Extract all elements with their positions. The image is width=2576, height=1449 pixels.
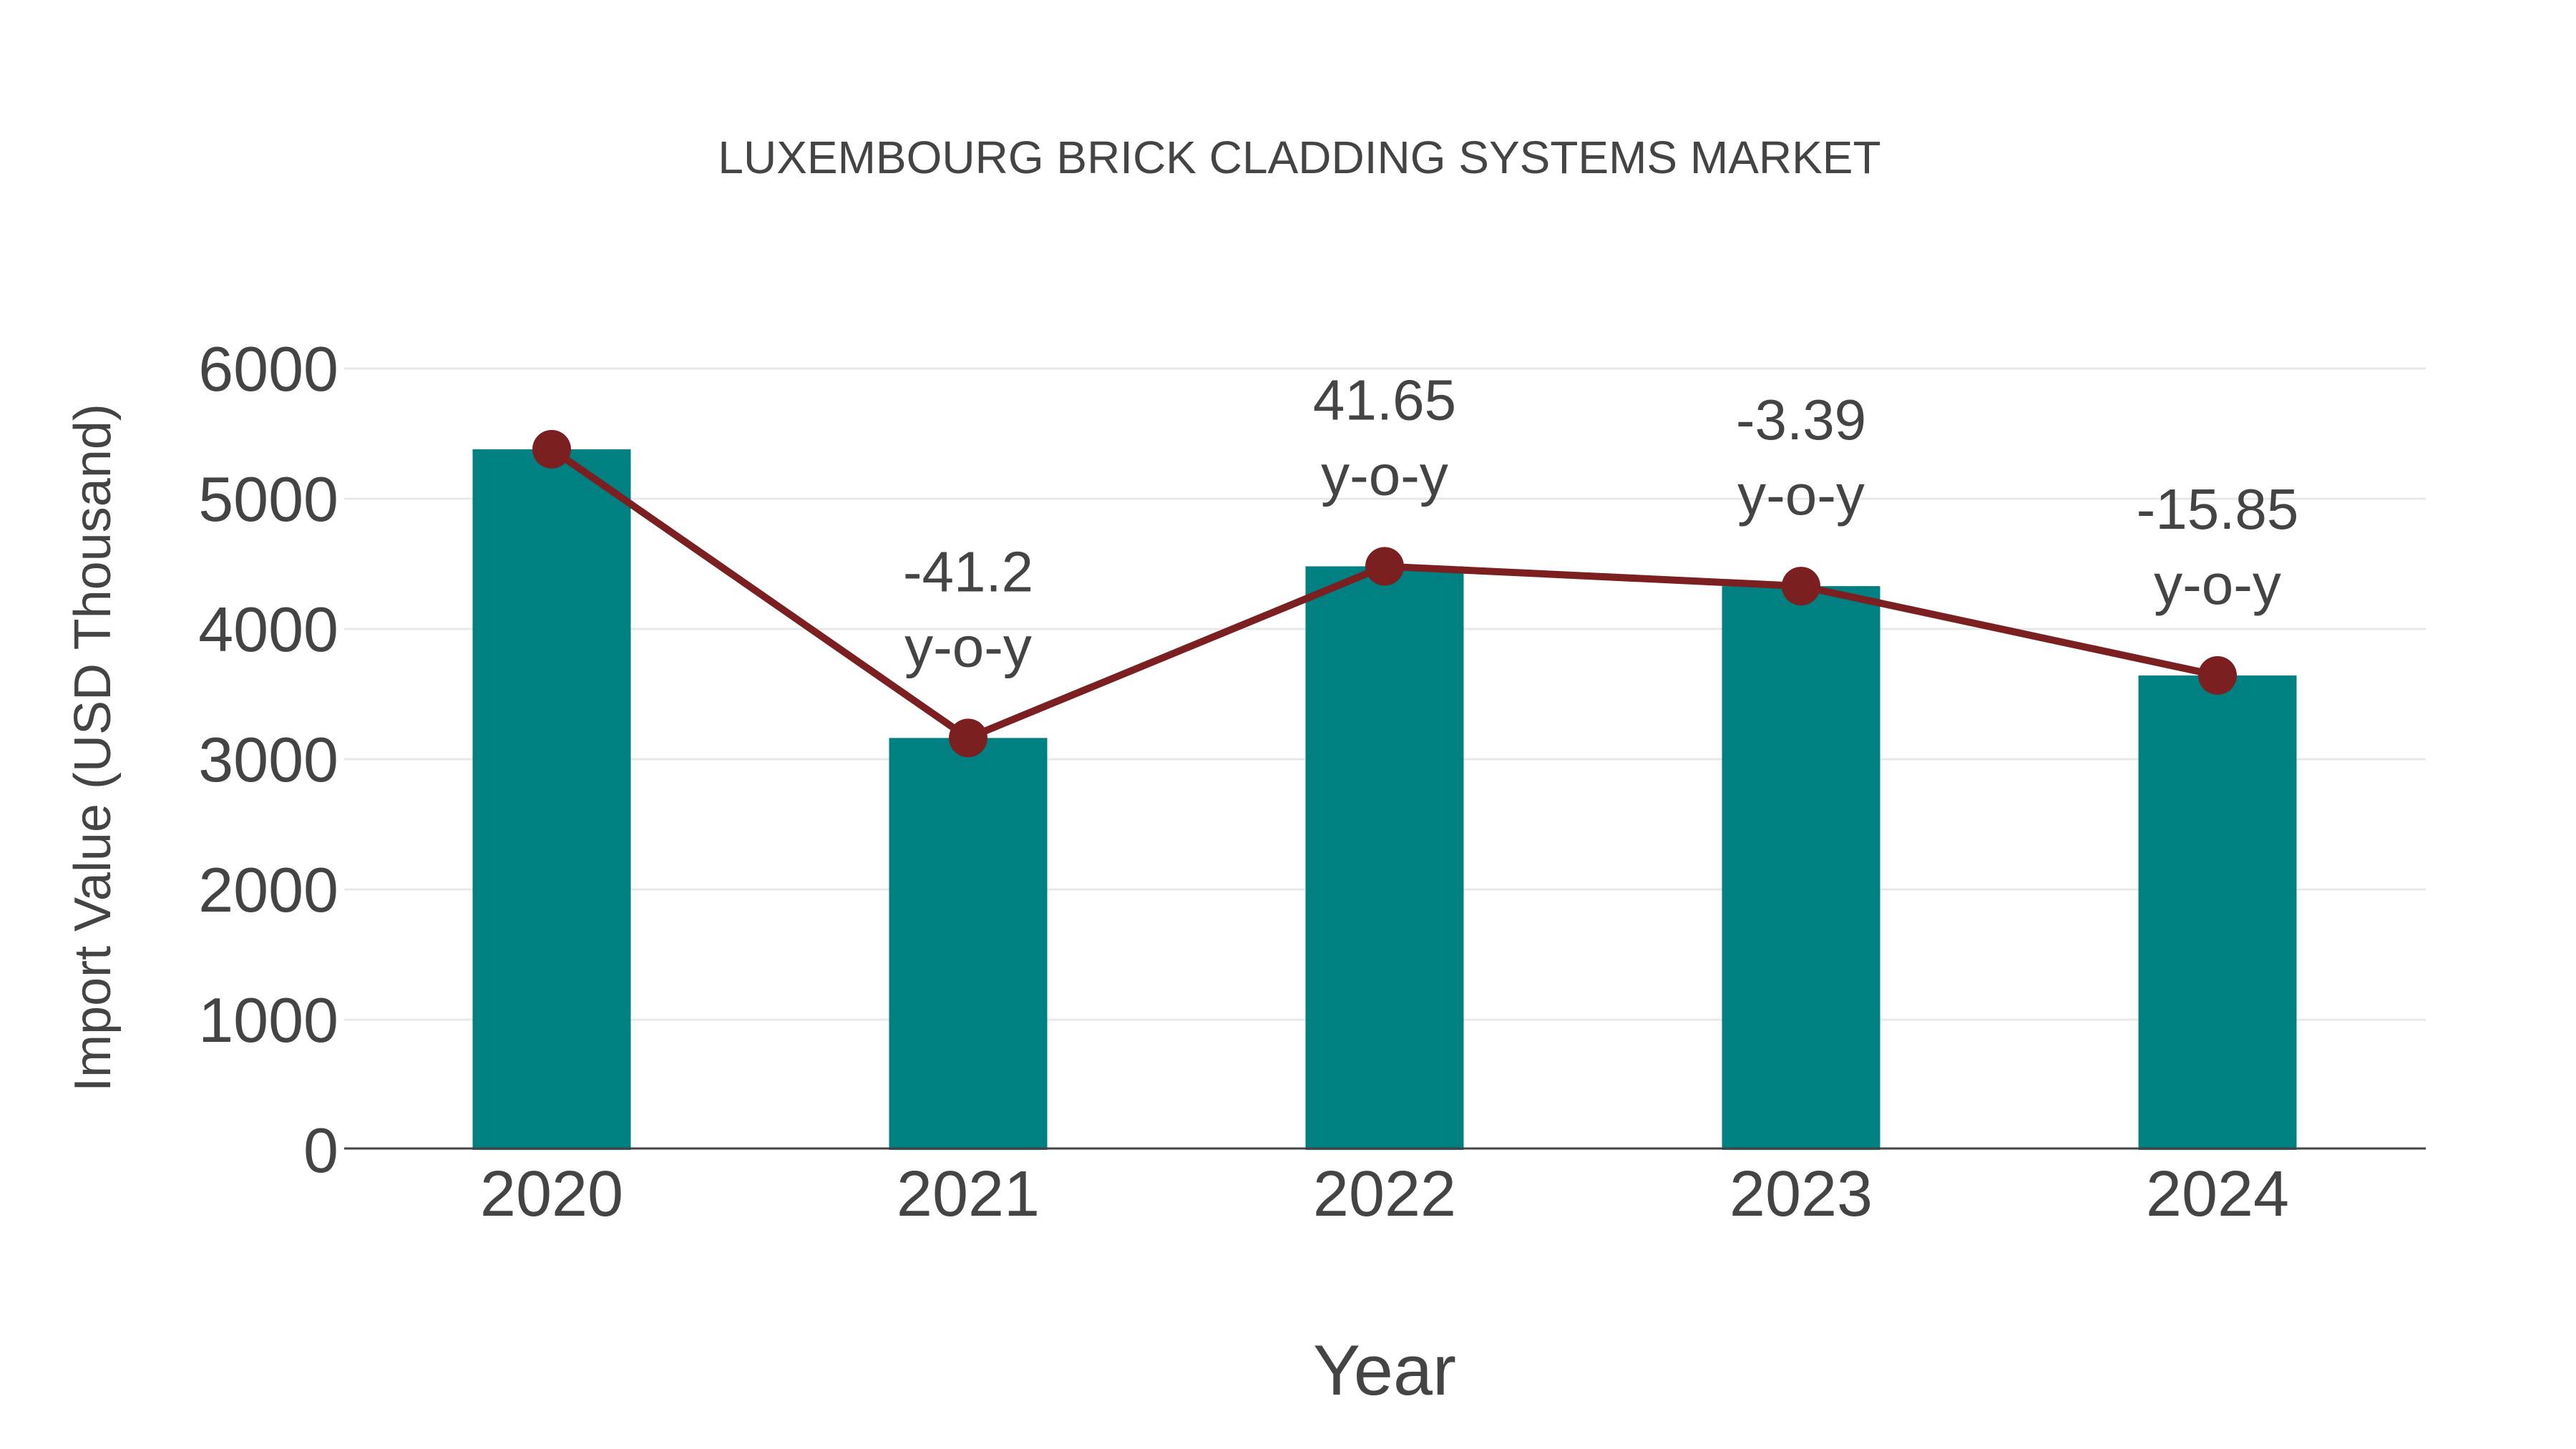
bar-series (472, 449, 2297, 1150)
bar-2023 (1722, 586, 1880, 1150)
x-tick-label: 2024 (2146, 1158, 2289, 1230)
yoy-suffix: y-o-y (1737, 463, 1865, 527)
yoy-value: 41.65 (1313, 368, 1456, 431)
bar-2020 (472, 449, 631, 1150)
line-series (532, 429, 2237, 758)
y-tick-label: 1000 (198, 985, 338, 1055)
x-tick-label: 2020 (480, 1158, 623, 1230)
marker-2022 (1365, 547, 1404, 586)
y-tick-label: 2000 (198, 854, 338, 925)
chart-title: LUXEMBOURG BRICK CLADDING SYSTEMS MARKET (718, 132, 1881, 183)
yoy-suffix: y-o-y (2154, 552, 2281, 616)
marker-2024 (2198, 655, 2237, 695)
x-axis-title: Year (1312, 1330, 1457, 1410)
yoy-value: -15.85 (2137, 477, 2299, 541)
y-tick-label: 0 (303, 1115, 338, 1186)
x-tick-label: 2022 (1313, 1158, 1456, 1230)
yoy-suffix: y-o-y (1321, 443, 1448, 507)
y-tick-label: 5000 (198, 464, 338, 535)
marker-2021 (949, 718, 987, 758)
x-tick-label: 2023 (1729, 1158, 1873, 1230)
x-axis-ticks: 2020 2021 2022 2023 2024 (480, 1158, 2289, 1230)
x-tick-label: 2021 (897, 1158, 1040, 1230)
yoy-suffix: y-o-y (904, 615, 1032, 678)
yoy-value: -3.39 (1736, 388, 1866, 452)
y-tick-label: 4000 (198, 594, 338, 665)
y-tick-label: 6000 (198, 333, 338, 404)
marker-2020 (532, 429, 571, 469)
bar-2021 (889, 738, 1048, 1150)
y-axis-ticks: 0 1000 2000 3000 4000 5000 6000 (198, 333, 338, 1186)
yoy-annotations: -41.2 y-o-y 41.65 y-o-y -3.39 y-o-y -15.85 y-o-… (903, 368, 2299, 678)
y-tick-label: 3000 (198, 724, 338, 795)
bar-2022 (1305, 566, 1464, 1150)
marker-2023 (1782, 567, 1820, 606)
yoy-value: -41.2 (903, 540, 1033, 603)
bar-2024 (2138, 675, 2297, 1150)
